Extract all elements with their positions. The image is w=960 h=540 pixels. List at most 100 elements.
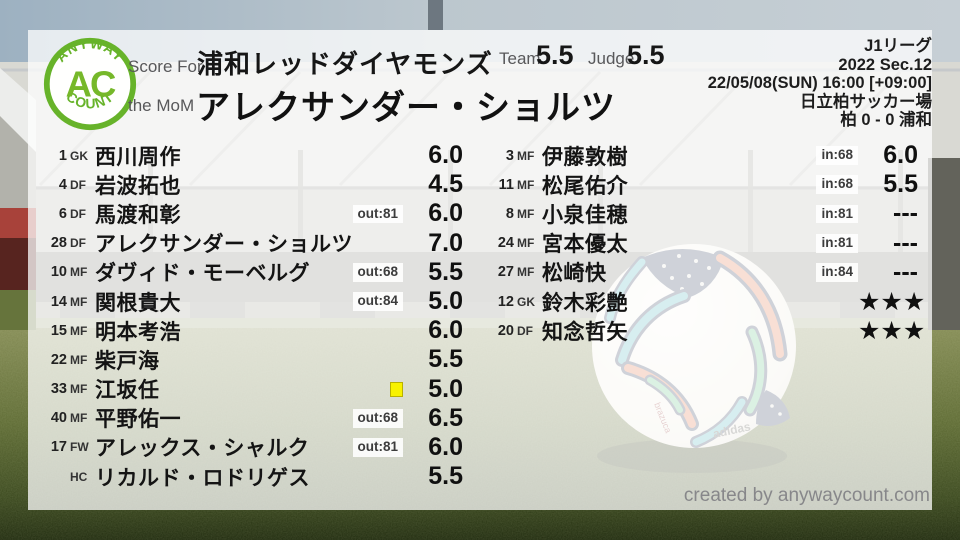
substitution-badge: out:81: [352, 438, 403, 457]
player-position: MF: [517, 206, 535, 221]
row-middle: out:84: [181, 292, 403, 311]
credit-text: created by anywaycount.com: [683, 485, 930, 506]
player-name: 明本考浩: [95, 320, 181, 344]
player-score: ---: [893, 199, 918, 228]
player-position: DF: [517, 323, 533, 338]
player-position: MF: [70, 411, 88, 426]
mom-name: アレクサンダー・ショルツ: [196, 89, 616, 127]
player-score: ★★★: [858, 316, 926, 345]
row-middle: [628, 301, 858, 303]
judge-score-label: Judge: [588, 49, 635, 68]
substitution-badge: out:81: [352, 204, 403, 224]
row-middle: in:81: [628, 233, 858, 253]
player-row: 24 MF 宮本優太 in:81 ---: [487, 229, 918, 258]
player-row: 8 MF 小泉佳穂 in:81 ---: [487, 199, 918, 228]
row-middle: out:68: [181, 408, 403, 428]
starting-lineup-column: 1 GK 西川周作 6.0 4 DF 岩波拓也 4.5 6 DF 馬渡和彰 ou…: [40, 141, 463, 491]
row-middle: in:84: [607, 262, 858, 282]
player-number: 14: [50, 293, 67, 310]
player-row: 22 MF 柴戸海 5.5: [40, 345, 463, 374]
player-name: 岩波拓也: [95, 174, 181, 198]
team-score-label: Team: [499, 49, 541, 68]
player-score: ★★★: [858, 287, 926, 316]
row-middle: [181, 155, 403, 157]
judge-score-value: 5.5: [627, 40, 665, 70]
team-score-value: 5.5: [536, 40, 574, 70]
player-row: 33 MF 江坂任 5.0: [40, 375, 463, 404]
substitution-badge: in:68: [816, 146, 858, 166]
player-position: GK: [70, 148, 88, 163]
row-middle: [160, 359, 404, 361]
mom-label: the MoM: [128, 96, 195, 115]
player-number: 28: [50, 235, 67, 252]
player-name: アレックス・シャルク: [95, 437, 310, 461]
logo-monogram: AC: [66, 63, 116, 104]
content-overlay-panel: [28, 30, 932, 510]
player-position: DF: [70, 177, 86, 192]
player-score: 6.0: [428, 316, 463, 345]
player-position: GK: [517, 294, 535, 309]
substitution-badge: out:68: [352, 262, 403, 282]
player-number: 11: [498, 176, 514, 193]
player-name: 関根貴大: [95, 291, 181, 315]
player-row: 17 FW アレックス・シャルク out:81 6.0: [40, 433, 463, 462]
row-middle: out:81: [181, 204, 403, 224]
player-name: 小泉佳穂: [542, 203, 628, 227]
player-position: DF: [70, 206, 86, 221]
player-number: 40: [50, 410, 67, 427]
logo-ring: [43, 37, 137, 131]
player-score: 6.5: [428, 403, 463, 432]
player-row: 10 MF ダヴィド・モーベルグ out:68 5.5: [40, 258, 463, 287]
player-name: 馬渡和彰: [95, 203, 181, 227]
player-row: 4 DF 岩波拓也 4.5: [40, 170, 463, 199]
player-name: 江坂任: [95, 379, 160, 403]
player-position: MF: [517, 265, 535, 280]
substitution-badge: in:81: [816, 233, 858, 253]
player-score: 5.0: [428, 287, 463, 316]
substitution-badge: in:81: [816, 204, 858, 224]
anywaycount-logo: ANYWAY COUNT AC: [43, 36, 137, 131]
player-row: 11 MF 松尾佑介 in:68 5.5: [487, 170, 918, 199]
player-score: ---: [893, 228, 918, 257]
venue-name: 日立柏サッカー場: [800, 92, 932, 111]
player-score: 5.5: [883, 170, 918, 199]
player-name: リカルド・ロドリゲス: [95, 466, 310, 490]
player-row: 14 MF 関根貴大 out:84 5.0: [40, 287, 463, 316]
logo-bottom-text: COUNT: [63, 88, 115, 111]
player-row: 1 GK 西川周作 6.0: [40, 141, 463, 170]
player-name: ダヴィド・モーベルグ: [95, 262, 310, 286]
substitutes-column: 3 MF 伊藤敦樹 in:68 6.0 11 MF 松尾佑介 in:68 5.5…: [487, 141, 926, 345]
player-position: MF: [517, 148, 535, 163]
player-number: 12: [497, 293, 514, 310]
player-position: MF: [70, 323, 88, 338]
player-position: MF: [70, 294, 88, 309]
row-middle: [310, 476, 403, 478]
player-number: 22: [50, 351, 67, 368]
substitution-badge: out:84: [352, 292, 403, 311]
row-middle: out:68: [310, 262, 403, 282]
player-row: HC リカルド・ロドリゲス 5.5: [40, 462, 463, 491]
player-row: 12 GK 鈴木彩艶 ★★★: [487, 287, 926, 316]
player-number: 33: [50, 381, 67, 398]
player-name: 伊藤敦樹: [542, 145, 628, 169]
season-section: 2022 Sec.12: [838, 55, 932, 74]
substitution-badge: in:84: [816, 262, 858, 282]
player-name: アレクサンダー・ショルツ: [95, 233, 353, 257]
player-name: 柴戸海: [95, 349, 160, 373]
player-name: 松崎快: [542, 262, 607, 286]
player-number: 15: [50, 322, 67, 339]
row-middle: in:68: [628, 146, 858, 166]
row-middle: [160, 381, 403, 397]
svg-text:COUNT: COUNT: [63, 88, 116, 111]
player-number: 1: [58, 147, 67, 164]
player-position: MF: [70, 382, 88, 397]
player-name: 宮本優太: [542, 233, 628, 257]
player-score: 6.0: [428, 141, 463, 170]
player-name: 西川周作: [95, 145, 181, 169]
player-position: MF: [70, 352, 88, 367]
player-score: 5.5: [428, 257, 463, 286]
match-info-block: J1リーグ 2022 Sec.12 22/05/08(SUN) 16:00 [+…: [708, 37, 932, 130]
player-score: 5.0: [428, 374, 463, 403]
player-row: 28 DF アレクサンダー・ショルツ 7.0: [40, 229, 463, 258]
player-score: 7.0: [428, 228, 463, 257]
